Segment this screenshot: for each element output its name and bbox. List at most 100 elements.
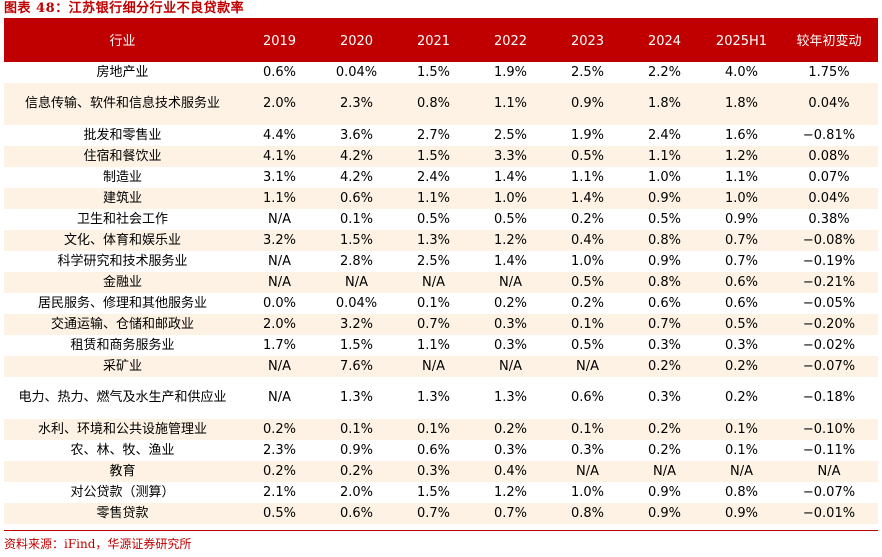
source-note: 资料来源：iFind，华源证券研究所 [4,530,878,557]
value-cell: N/A [241,251,318,272]
value-cell: N/A [395,272,472,293]
value-cell: 0.9% [626,251,703,272]
value-cell: 3.1% [241,167,318,188]
table-row: 建筑业 1.1% 0.6% 1.1% 1.0% 1.4% 0.9% 1.0% 0.04% [4,188,878,209]
value-cell: 1.4% [472,251,549,272]
value-cell: −0.18% [780,377,878,419]
value-cell: 0.2% [241,461,318,482]
value-cell: 1.3% [472,377,549,419]
value-cell: 2.5% [549,62,626,83]
value-cell: 2.4% [626,125,703,146]
value-cell: 1.5% [318,230,395,251]
value-cell: 0.0% [241,293,318,314]
value-cell: 1.0% [549,251,626,272]
value-cell: 2.0% [241,83,318,125]
value-cell: 1.3% [395,230,472,251]
value-cell: 0.04% [780,83,878,125]
value-cell: 0.5% [241,503,318,524]
value-cell: 0.6% [318,188,395,209]
value-cell: 3.3% [472,146,549,167]
value-cell: 2.8% [318,251,395,272]
value-cell: 2.1% [241,482,318,503]
value-cell: 4.4% [241,125,318,146]
value-cell: 1.0% [626,167,703,188]
value-cell: 0.7% [395,503,472,524]
header-cell: 较年初变动 [780,20,878,62]
value-cell: 0.5% [549,335,626,356]
value-cell: 0.5% [395,209,472,230]
value-cell: 1.1% [395,188,472,209]
value-cell: 1.6% [703,125,780,146]
value-cell: −0.01% [780,503,878,524]
value-cell: 0.5% [626,209,703,230]
industry-name-cell: 居民服务、修理和其他服务业 [4,293,241,314]
value-cell: −0.19% [780,251,878,272]
value-cell: 7.6% [318,356,395,377]
value-cell: 0.8% [626,272,703,293]
industry-name-cell: 卫生和社会工作 [4,209,241,230]
value-cell: 0.4% [472,461,549,482]
industry-name-cell: 对公贷款（测算） [4,482,241,503]
value-cell: 0.08% [780,146,878,167]
value-cell: 0.9% [318,440,395,461]
value-cell: 0.7% [703,251,780,272]
value-cell: 1.1% [549,167,626,188]
value-cell: 0.1% [549,314,626,335]
value-cell: 2.4% [395,167,472,188]
table-row: 制造业 3.1% 4.2% 2.4% 1.4% 1.1% 1.0% 1.1% 0.07% [4,167,878,188]
industry-name-cell: 电力、热力、燃气及水生产和供应业 [4,377,241,419]
value-cell: 2.0% [241,314,318,335]
value-cell: 1.4% [472,167,549,188]
table-row: 居民服务、修理和其他服务业 0.0% 0.04% 0.1% 0.2% 0.2% 0.6% 0.… [4,293,878,314]
value-cell: 1.1% [395,335,472,356]
table-row: 金融业 N/A N/A N/A N/A 0.5% 0.8% 0.6% −0.21% [4,272,878,293]
value-cell: 0.38% [780,209,878,230]
value-cell: 0.3% [395,461,472,482]
value-cell: 0.6% [626,293,703,314]
value-cell: −0.07% [780,356,878,377]
value-cell: 0.2% [472,419,549,440]
table-row: 对公贷款（测算） 2.1% 2.0% 1.5% 1.2% 1.0% 0.9% 0.8% −0.0… [4,482,878,503]
value-cell: 0.2% [703,356,780,377]
industry-name-cell: 交通运输、仓储和邮政业 [4,314,241,335]
value-cell: N/A [241,356,318,377]
value-cell: 0.7% [472,503,549,524]
industry-name-cell: 零售贷款 [4,503,241,524]
value-cell: 0.9% [703,503,780,524]
value-cell: 2.0% [318,482,395,503]
value-cell: 0.07% [780,167,878,188]
value-cell: 1.1% [472,83,549,125]
value-cell: N/A [241,209,318,230]
table-row: 采矿业 N/A 7.6% N/A N/A N/A 0.2% 0.2% −0.07% [4,356,878,377]
value-cell: 1.1% [626,146,703,167]
value-cell: 0.1% [318,209,395,230]
industry-name-cell: 批发和零售业 [4,125,241,146]
value-cell: N/A [549,356,626,377]
table-row: 房地产业 0.6% 0.04% 1.5% 1.9% 2.5% 2.2% 4.0% 1.75% [4,62,878,83]
value-cell: 0.9% [626,482,703,503]
value-cell: 0.5% [549,146,626,167]
header-cell: 2019 [241,20,318,62]
value-cell: 0.1% [395,419,472,440]
value-cell: 1.3% [318,377,395,419]
value-cell: 1.2% [703,146,780,167]
value-cell: 0.6% [241,62,318,83]
industry-name-cell: 科学研究和技术服务业 [4,251,241,272]
value-cell: 0.2% [626,356,703,377]
value-cell: −0.05% [780,293,878,314]
value-cell: 0.04% [780,188,878,209]
value-cell: 0.3% [626,377,703,419]
industry-name-cell: 建筑业 [4,188,241,209]
industry-name-cell: 住宿和餐饮业 [4,146,241,167]
value-cell: −0.10% [780,419,878,440]
value-cell: 0.3% [472,314,549,335]
value-cell: −0.20% [780,314,878,335]
value-cell: 1.5% [318,335,395,356]
industry-name-cell: 制造业 [4,167,241,188]
value-cell: 0.6% [703,293,780,314]
value-cell: 1.9% [472,62,549,83]
value-cell: 0.1% [703,440,780,461]
value-cell: N/A [780,461,878,482]
value-cell: 0.4% [549,230,626,251]
npl-ratio-table: 行业 2019 2020 2021 2022 2023 2024 2025H1 较年初变动 房地… [4,20,878,524]
